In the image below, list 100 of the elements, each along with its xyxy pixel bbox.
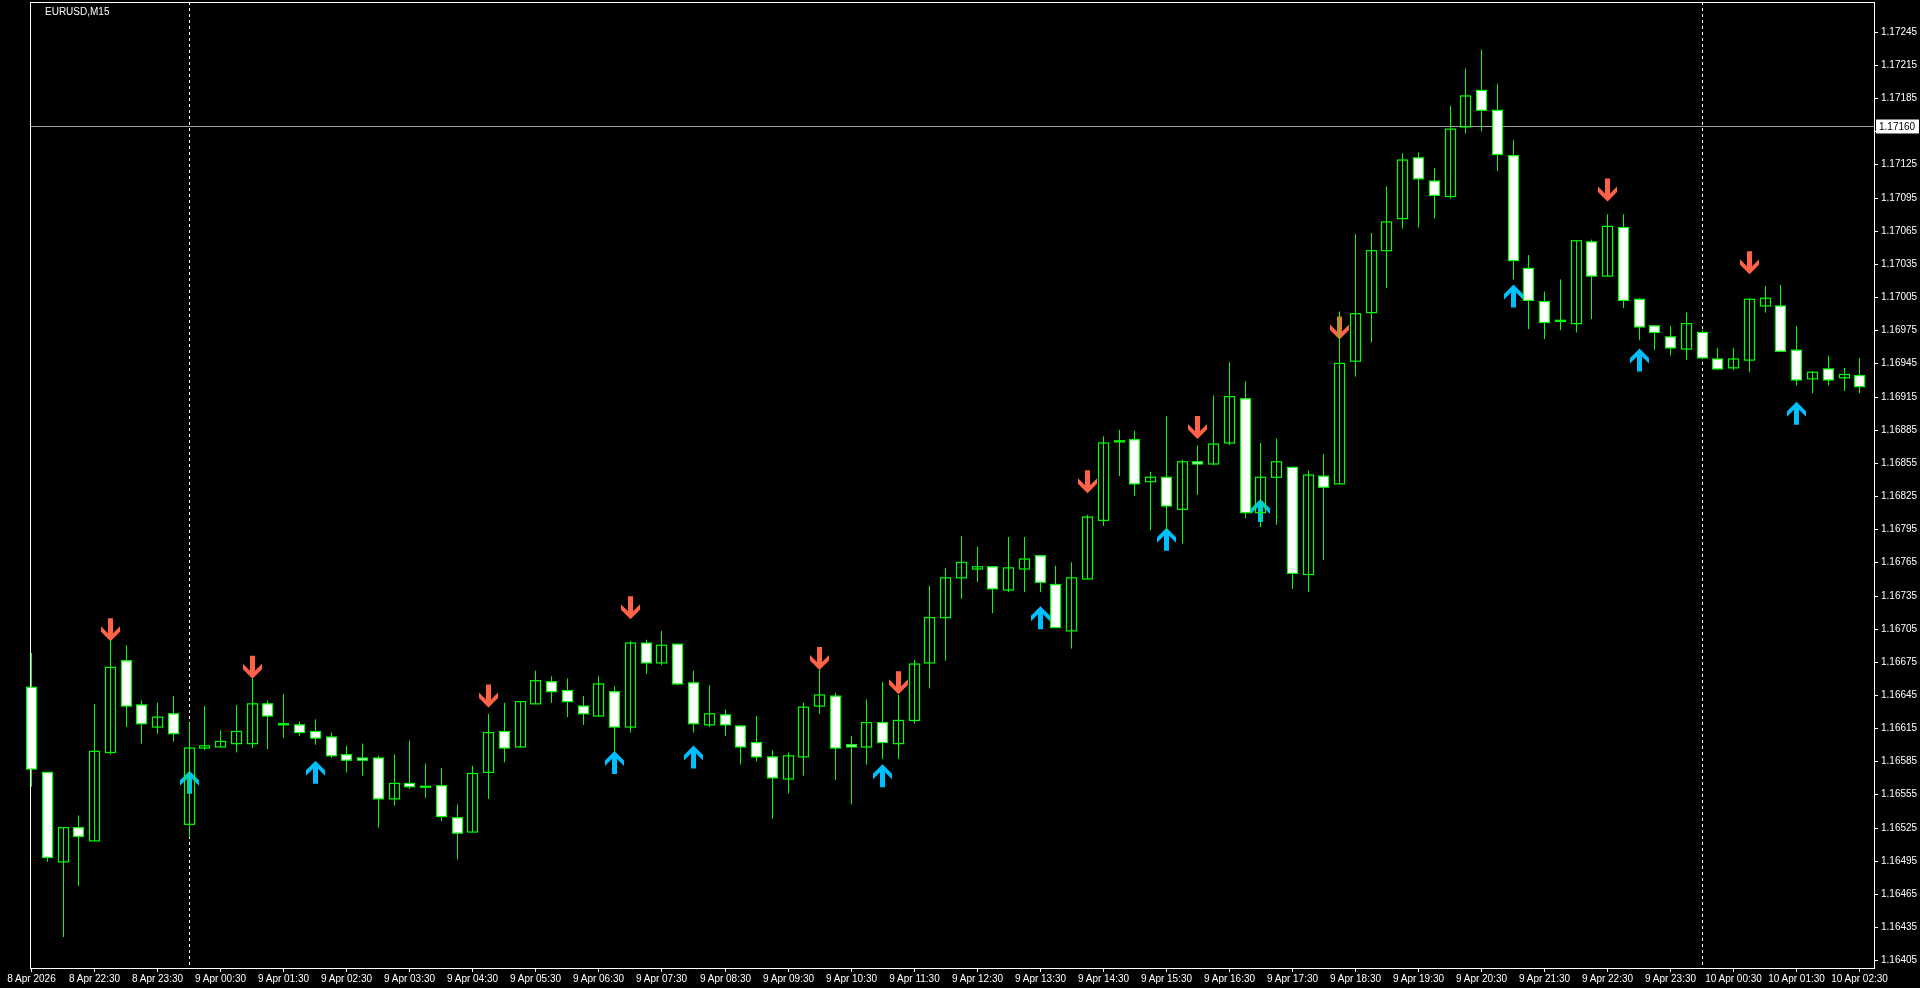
y-tick-label: 1.16735	[1881, 590, 1918, 602]
y-tick-label: 1.16495	[1881, 855, 1918, 867]
candlestick	[514, 701, 527, 748]
candlestick	[72, 814, 85, 887]
candlestick	[734, 724, 747, 766]
candlestick	[246, 677, 259, 749]
candlestick	[529, 670, 542, 705]
x-tick-label: 9 Apr 12:30	[951, 973, 1004, 984]
x-tick-label: 9 Apr 03:30	[383, 973, 436, 984]
point	[889, 671, 908, 695]
candlestick	[1444, 105, 1457, 200]
y-tick-label: 1.16645	[1881, 689, 1918, 701]
point	[1078, 470, 1097, 494]
candlestick	[183, 722, 196, 839]
point	[1188, 416, 1207, 440]
candlestick	[498, 702, 511, 763]
x-tick-label: 9 Apr 09:30	[762, 973, 815, 984]
candlestick	[1081, 514, 1094, 580]
y-tick-label: 1.17185	[1881, 92, 1918, 104]
x-tick-label: 10 Apr 01:30	[1768, 973, 1826, 984]
candlestick	[388, 754, 401, 807]
candlestick	[923, 585, 936, 689]
y-tick-label: 1.17095	[1881, 192, 1918, 204]
candlestick	[135, 700, 148, 745]
y-tick-label: 1.16615	[1881, 722, 1918, 734]
candlestick	[1459, 67, 1472, 135]
x-tick-label: 9 Apr 01:30	[257, 973, 310, 984]
candlestick	[1664, 325, 1677, 357]
x-tick-label: 9 Apr 20:30	[1455, 973, 1508, 984]
point	[1031, 606, 1050, 630]
x-tick-label: 9 Apr 02:30	[320, 973, 373, 984]
candlestick	[1002, 536, 1015, 593]
point	[605, 750, 624, 774]
candlestick	[1365, 232, 1378, 343]
y-tick-label: 1.17005	[1881, 291, 1918, 303]
y-tick-label: 1.16435	[1881, 921, 1918, 933]
candlestick	[797, 702, 810, 777]
x-tick-label: 9 Apr 13:30	[1014, 973, 1067, 984]
candlestick	[892, 694, 905, 760]
point	[243, 655, 262, 679]
x-tick-label: 9 Apr 00:30	[194, 973, 247, 984]
x-tick-label: 9 Apr 16:30	[1203, 973, 1256, 984]
candlestick	[1380, 186, 1393, 289]
x-tick-label: 10 Apr 00:30	[1705, 973, 1763, 984]
point	[1504, 284, 1523, 308]
x-tick-label: 9 Apr 18:30	[1329, 973, 1382, 984]
candlestick	[1396, 152, 1409, 230]
candlestick	[703, 684, 716, 728]
candlestick	[750, 715, 763, 762]
x-tick-label: 9 Apr 11:30	[889, 973, 941, 984]
y-tick-label: 1.16855	[1881, 457, 1918, 469]
y-tick-label: 1.16405	[1881, 954, 1918, 966]
point	[1598, 178, 1617, 202]
x-tick-label: 8 Apr 23:30	[131, 973, 184, 984]
candlestick	[309, 718, 322, 746]
candlestick	[466, 765, 479, 833]
y-tick-label: 1.16825	[1881, 490, 1918, 502]
candlestick	[719, 708, 732, 737]
candlestick	[1475, 49, 1488, 132]
y-tick-label: 1.17245	[1881, 26, 1918, 38]
x-tick-label: 9 Apr 22:30	[1581, 973, 1634, 984]
y-tick-label: 1.17215	[1881, 59, 1918, 71]
x-tick-label: 9 Apr 19:30	[1392, 973, 1445, 984]
candlestick	[230, 704, 243, 753]
point	[621, 596, 640, 620]
candlestick	[167, 695, 180, 742]
candlestick	[356, 743, 369, 777]
candlestick	[57, 827, 70, 938]
candlestick	[1412, 151, 1425, 228]
candlestick	[88, 703, 101, 842]
candlestick	[1759, 285, 1772, 314]
y-tick-label: 1.16765	[1881, 556, 1918, 568]
candlestick	[908, 659, 921, 725]
candlestick	[1223, 361, 1236, 446]
candlestick	[1065, 561, 1078, 650]
candlestick	[261, 700, 274, 750]
candlestick	[104, 639, 117, 756]
candlestick	[1207, 394, 1220, 466]
candlestick	[561, 677, 574, 718]
x-tick-label: 9 Apr 05:30	[509, 973, 562, 984]
point	[684, 745, 703, 769]
candlestick	[577, 695, 590, 726]
y-tick-label: 1.16915	[1881, 391, 1918, 403]
y-tick-label: 1.16465	[1881, 888, 1918, 900]
candlestick	[860, 698, 873, 766]
candlestick	[1727, 347, 1740, 371]
point	[306, 760, 325, 784]
candlestick	[1601, 213, 1614, 277]
candlestick	[1838, 367, 1851, 392]
candlestick	[1743, 297, 1756, 373]
y-tick-label: 1.17125	[1881, 158, 1918, 170]
candlestick	[419, 763, 432, 799]
candlestick	[655, 630, 668, 666]
x-tick-label: 9 Apr 17:30	[1266, 973, 1319, 984]
candlestick	[277, 693, 290, 739]
x-tick-label: 9 Apr 04:30	[446, 973, 499, 984]
candlestick	[1317, 453, 1330, 561]
point	[873, 764, 892, 788]
candlestick	[482, 713, 495, 800]
candlestick	[1853, 357, 1866, 394]
